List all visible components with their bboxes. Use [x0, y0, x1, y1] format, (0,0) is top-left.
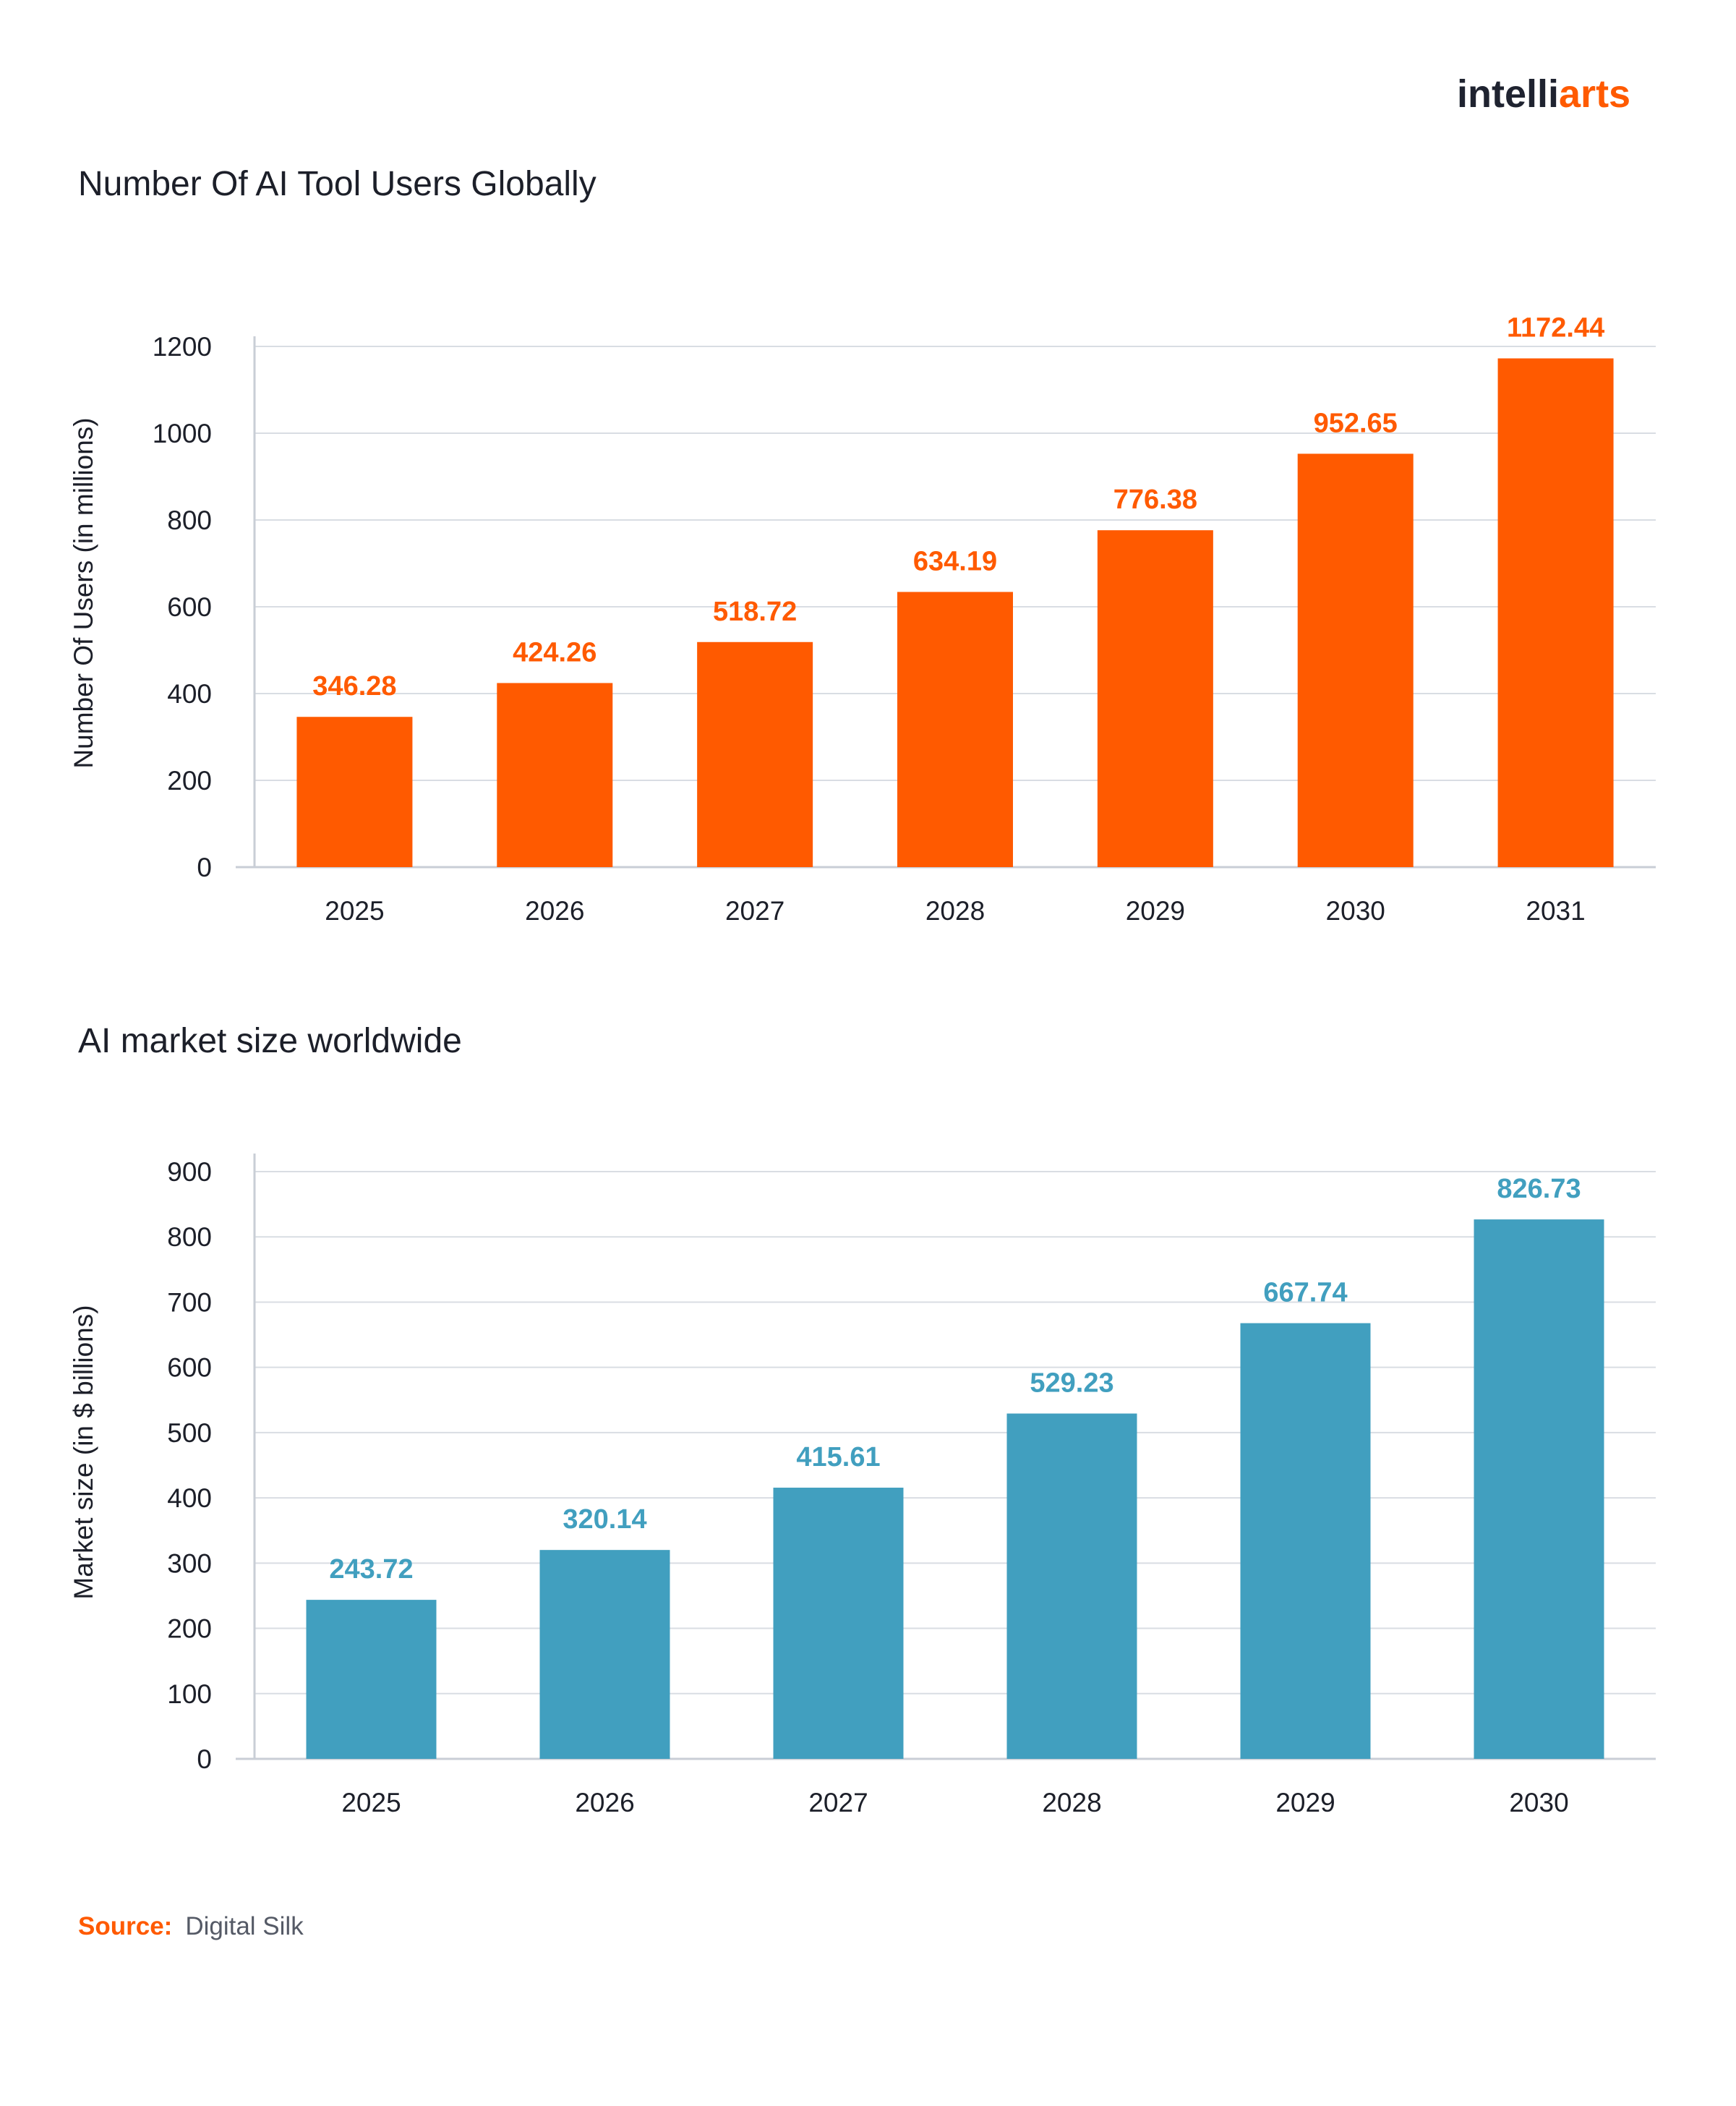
y-tick-label: 900: [167, 1157, 212, 1187]
data-label: 415.61: [796, 1442, 880, 1472]
chart1-title: Number Of AI Tool Users Globally: [78, 165, 597, 203]
x-tick-label: 2027: [808, 1788, 868, 1817]
brand-logo-part2: arts: [1559, 72, 1631, 116]
bar: [497, 683, 613, 867]
y-tick-label: 0: [197, 853, 212, 882]
y-tick-label: 600: [167, 592, 212, 622]
data-label: 518.72: [713, 597, 797, 627]
bar: [296, 717, 413, 867]
market-size-bar-chart: 0 100 200 300 400 500 600 700 800 900 Market size …: [69, 1154, 1656, 1817]
bar: [539, 1550, 670, 1759]
y-tick-label: 600: [167, 1353, 212, 1383]
y-tick-label: 100: [167, 1679, 212, 1709]
bar: [1497, 358, 1614, 867]
y-tick-label: 700: [167, 1287, 212, 1317]
data-label: 320.14: [563, 1504, 646, 1535]
x-tick-label: 2031: [1526, 896, 1585, 926]
x-tick-label: 2030: [1326, 896, 1385, 926]
bar: [1297, 453, 1414, 867]
x-tick-label: 2026: [525, 896, 584, 926]
bar: [1240, 1323, 1371, 1759]
source-label: Source:: [78, 1912, 173, 1940]
y-tick-label: 400: [167, 679, 212, 709]
y-tick-label: 500: [167, 1418, 212, 1448]
bar: [1474, 1219, 1604, 1759]
bar: [1097, 530, 1213, 867]
y-tick-label: 1200: [153, 332, 212, 362]
chart2-title: AI market size worldwide: [78, 1022, 462, 1060]
users-bar-chart: 0 200 400 600 800 1000 1200 Number Of Users (in…: [69, 313, 1656, 926]
bar: [697, 641, 813, 867]
data-label: 1172.44: [1507, 313, 1604, 344]
bar: [306, 1600, 437, 1759]
x-tick-label: 2029: [1275, 1788, 1335, 1817]
x-tick-label: 2029: [1126, 896, 1185, 926]
x-tick-label: 2025: [341, 1788, 401, 1817]
y-tick-label: 1000: [153, 419, 212, 448]
data-label: 634.19: [913, 546, 997, 576]
data-label: 826.73: [1497, 1174, 1581, 1204]
y-tick-label: 0: [197, 1744, 212, 1774]
y-tick-label: 300: [167, 1548, 212, 1578]
x-tick-label: 2030: [1509, 1788, 1568, 1817]
data-label: 529.23: [1030, 1368, 1113, 1399]
source-note: Source: Digital Silk: [78, 1911, 304, 1943]
y-tick-label: 200: [167, 1614, 212, 1644]
brand-logo-part1: intelli: [1457, 72, 1560, 116]
data-label: 424.26: [513, 637, 597, 668]
y-tick-label: 400: [167, 1483, 212, 1513]
x-tick-label: 2025: [325, 896, 384, 926]
y-axis-label: Number Of Users (in millions): [69, 417, 98, 768]
source-value: Digital Silk: [185, 1912, 304, 1940]
bar: [773, 1488, 904, 1759]
data-label: 952.65: [1314, 408, 1398, 438]
bar: [1006, 1413, 1137, 1759]
data-label: 346.28: [312, 671, 396, 702]
x-tick-label: 2028: [925, 896, 985, 926]
x-tick-label: 2027: [725, 896, 784, 926]
y-axis-label: Market size (in $ billions): [69, 1305, 98, 1599]
x-tick-label: 2028: [1042, 1788, 1101, 1817]
data-label: 776.38: [1113, 485, 1197, 515]
brand-logo: intelliarts: [1457, 72, 1630, 116]
y-tick-label: 200: [167, 766, 212, 796]
x-tick-label: 2026: [575, 1788, 634, 1817]
data-label: 243.72: [329, 1554, 413, 1585]
bar: [897, 592, 1013, 867]
y-tick-label: 800: [167, 1222, 212, 1252]
data-label: 667.74: [1263, 1278, 1347, 1308]
y-tick-label: 800: [167, 506, 212, 535]
